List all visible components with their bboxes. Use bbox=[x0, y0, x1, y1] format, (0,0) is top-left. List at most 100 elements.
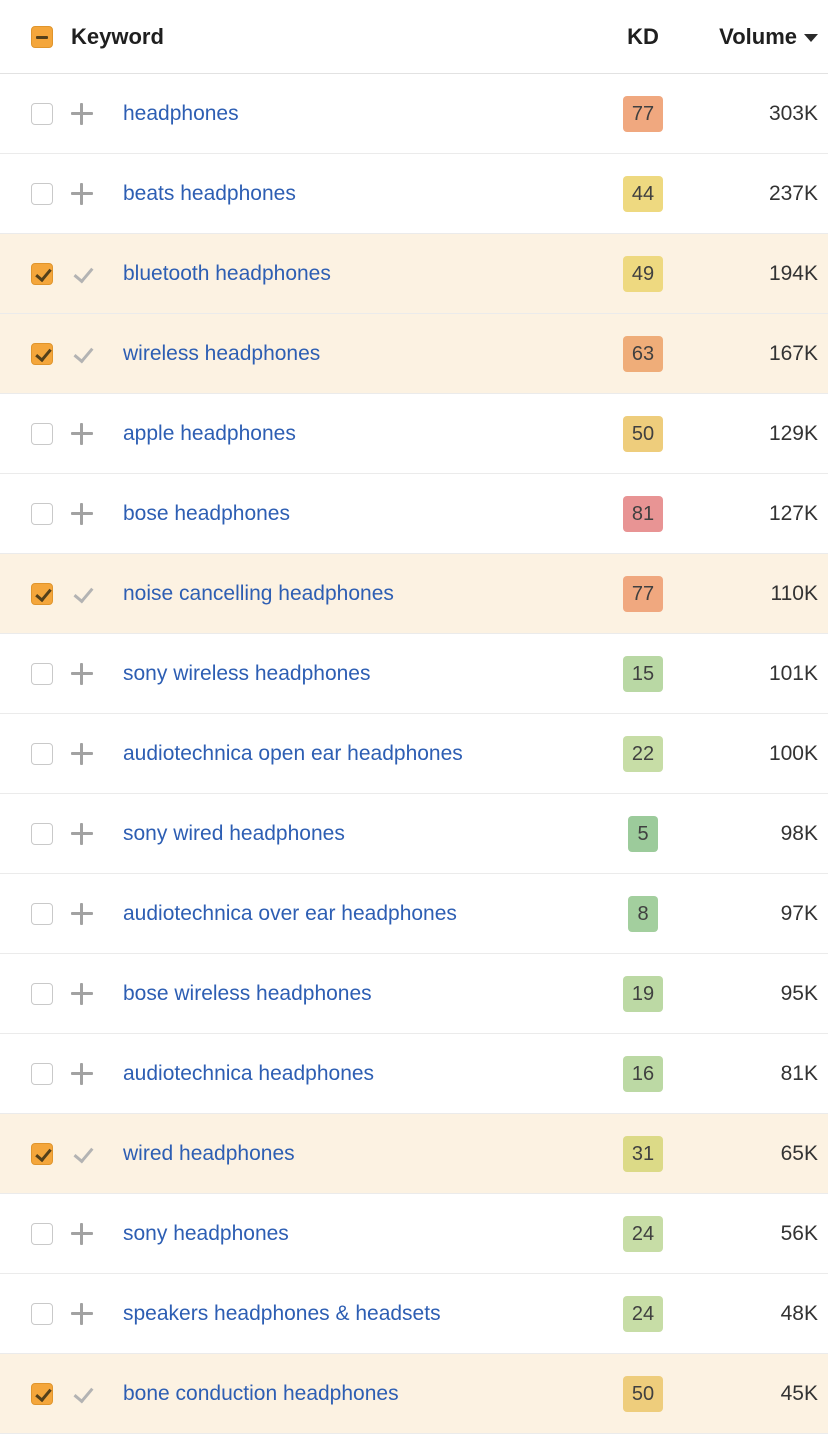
table-row: audiotechnica headphones 16 81K bbox=[0, 1034, 828, 1114]
row-checkbox-cell bbox=[31, 342, 53, 365]
keyword-link[interactable]: wired headphones bbox=[123, 1141, 295, 1165]
volume-value: 95K bbox=[780, 981, 818, 1005]
keyword-link[interactable]: sony wired headphones bbox=[123, 821, 345, 845]
keyword-link[interactable]: beats headphones bbox=[123, 181, 296, 205]
row-checkbox[interactable] bbox=[31, 342, 53, 365]
row-action-cell bbox=[70, 502, 93, 525]
table-row: noise cancelling headphones 77 110K bbox=[0, 554, 828, 634]
volume-column-header[interactable]: Volume bbox=[719, 24, 828, 50]
keyword-table-body: headphones 77 303K beats headphones 44 2… bbox=[0, 74, 828, 1434]
kd-column-header[interactable]: KD bbox=[627, 23, 659, 49]
row-checkbox-cell bbox=[31, 902, 53, 925]
row-checkbox[interactable] bbox=[31, 902, 53, 925]
add-keyword-plus-icon[interactable] bbox=[70, 662, 93, 685]
row-action-cell bbox=[70, 742, 93, 765]
keyword-link[interactable]: sony headphones bbox=[123, 1221, 289, 1245]
added-check-icon[interactable] bbox=[71, 583, 93, 605]
row-checkbox[interactable] bbox=[31, 662, 53, 685]
row-action-cell bbox=[70, 982, 93, 1005]
select-all-checkbox[interactable] bbox=[31, 25, 53, 48]
keyword-link[interactable]: audiotechnica over ear headphones bbox=[123, 901, 457, 925]
kd-badge: 19 bbox=[622, 975, 664, 1012]
row-checkbox[interactable] bbox=[31, 1222, 53, 1245]
keyword-link[interactable]: bone conduction headphones bbox=[123, 1381, 399, 1405]
row-checkbox-cell bbox=[31, 822, 53, 845]
row-checkbox[interactable] bbox=[31, 102, 53, 125]
row-checkbox[interactable] bbox=[31, 1382, 53, 1405]
added-check-icon[interactable] bbox=[71, 263, 93, 285]
volume-value: 101K bbox=[768, 661, 818, 685]
keyword-link[interactable]: bose headphones bbox=[123, 501, 290, 525]
row-checkbox[interactable] bbox=[31, 982, 53, 1005]
added-check-icon[interactable] bbox=[71, 1383, 93, 1405]
kd-badge: 8 bbox=[628, 895, 658, 932]
add-keyword-plus-icon[interactable] bbox=[70, 422, 93, 445]
kd-badge: 50 bbox=[622, 1375, 664, 1412]
kd-badge: 49 bbox=[622, 255, 664, 292]
volume-value: 98K bbox=[780, 821, 818, 845]
row-action-cell bbox=[71, 583, 93, 605]
volume-value: 127K bbox=[768, 501, 818, 525]
row-checkbox[interactable] bbox=[31, 422, 53, 445]
keyword-column-header[interactable]: Keyword bbox=[71, 23, 164, 49]
kd-badge: 81 bbox=[622, 495, 664, 532]
row-checkbox-cell bbox=[31, 1382, 53, 1405]
kd-badge: 22 bbox=[622, 735, 664, 772]
table-row: wireless headphones 63 167K bbox=[0, 314, 828, 394]
row-action-cell bbox=[70, 822, 93, 845]
row-checkbox[interactable] bbox=[31, 582, 53, 605]
row-checkbox[interactable] bbox=[31, 1142, 53, 1165]
kd-badge: 24 bbox=[622, 1215, 664, 1252]
add-keyword-plus-icon[interactable] bbox=[70, 902, 93, 925]
volume-value: 65K bbox=[780, 1141, 818, 1165]
add-keyword-plus-icon[interactable] bbox=[70, 502, 93, 525]
add-keyword-plus-icon[interactable] bbox=[70, 1062, 93, 1085]
row-action-cell bbox=[71, 263, 93, 285]
keyword-link[interactable]: bose wireless headphones bbox=[123, 981, 372, 1005]
keyword-link[interactable]: wireless headphones bbox=[123, 341, 321, 365]
table-row: apple headphones 50 129K bbox=[0, 394, 828, 474]
add-keyword-plus-icon[interactable] bbox=[70, 822, 93, 845]
volume-column-label: Volume bbox=[719, 23, 797, 49]
keyword-link[interactable]: audiotechnica open ear headphones bbox=[123, 741, 463, 765]
keyword-link[interactable]: sony wireless headphones bbox=[123, 661, 371, 685]
row-checkbox[interactable] bbox=[31, 502, 53, 525]
table-row: sony headphones 24 56K bbox=[0, 1194, 828, 1274]
volume-value: 81K bbox=[780, 1061, 818, 1085]
row-checkbox-cell bbox=[31, 422, 53, 445]
kd-badge: 5 bbox=[628, 815, 658, 852]
volume-value: 48K bbox=[780, 1301, 818, 1325]
volume-value: 100K bbox=[768, 741, 818, 765]
row-checkbox[interactable] bbox=[31, 1302, 53, 1325]
sort-descending-caret-icon bbox=[804, 34, 818, 42]
table-row: audiotechnica over ear headphones 8 97K bbox=[0, 874, 828, 954]
keyword-link[interactable]: apple headphones bbox=[123, 421, 296, 445]
add-keyword-plus-icon[interactable] bbox=[70, 1222, 93, 1245]
added-check-icon[interactable] bbox=[71, 343, 93, 365]
row-checkbox-cell bbox=[31, 662, 53, 685]
add-keyword-plus-icon[interactable] bbox=[70, 102, 93, 125]
keyword-link[interactable]: noise cancelling headphones bbox=[123, 581, 394, 605]
row-checkbox[interactable] bbox=[31, 182, 53, 205]
row-checkbox[interactable] bbox=[31, 742, 53, 765]
keyword-link[interactable]: headphones bbox=[123, 101, 239, 125]
add-keyword-plus-icon[interactable] bbox=[70, 742, 93, 765]
row-action-cell bbox=[70, 902, 93, 925]
keyword-link[interactable]: bluetooth headphones bbox=[123, 261, 331, 285]
keyword-link[interactable]: audiotechnica headphones bbox=[123, 1061, 375, 1085]
table-row: beats headphones 44 237K bbox=[0, 154, 828, 234]
keyword-link[interactable]: speakers headphones & headsets bbox=[123, 1301, 441, 1325]
add-keyword-plus-icon[interactable] bbox=[70, 1302, 93, 1325]
kd-badge: 16 bbox=[622, 1055, 664, 1092]
row-checkbox-cell bbox=[31, 182, 53, 205]
row-checkbox[interactable] bbox=[31, 1062, 53, 1085]
table-row: bose wireless headphones 19 95K bbox=[0, 954, 828, 1034]
table-row: headphones 77 303K bbox=[0, 74, 828, 154]
add-keyword-plus-icon[interactable] bbox=[70, 982, 93, 1005]
added-check-icon[interactable] bbox=[71, 1143, 93, 1165]
row-checkbox[interactable] bbox=[31, 822, 53, 845]
add-keyword-plus-icon[interactable] bbox=[70, 182, 93, 205]
row-checkbox-cell bbox=[31, 502, 53, 525]
row-checkbox[interactable] bbox=[31, 262, 53, 285]
